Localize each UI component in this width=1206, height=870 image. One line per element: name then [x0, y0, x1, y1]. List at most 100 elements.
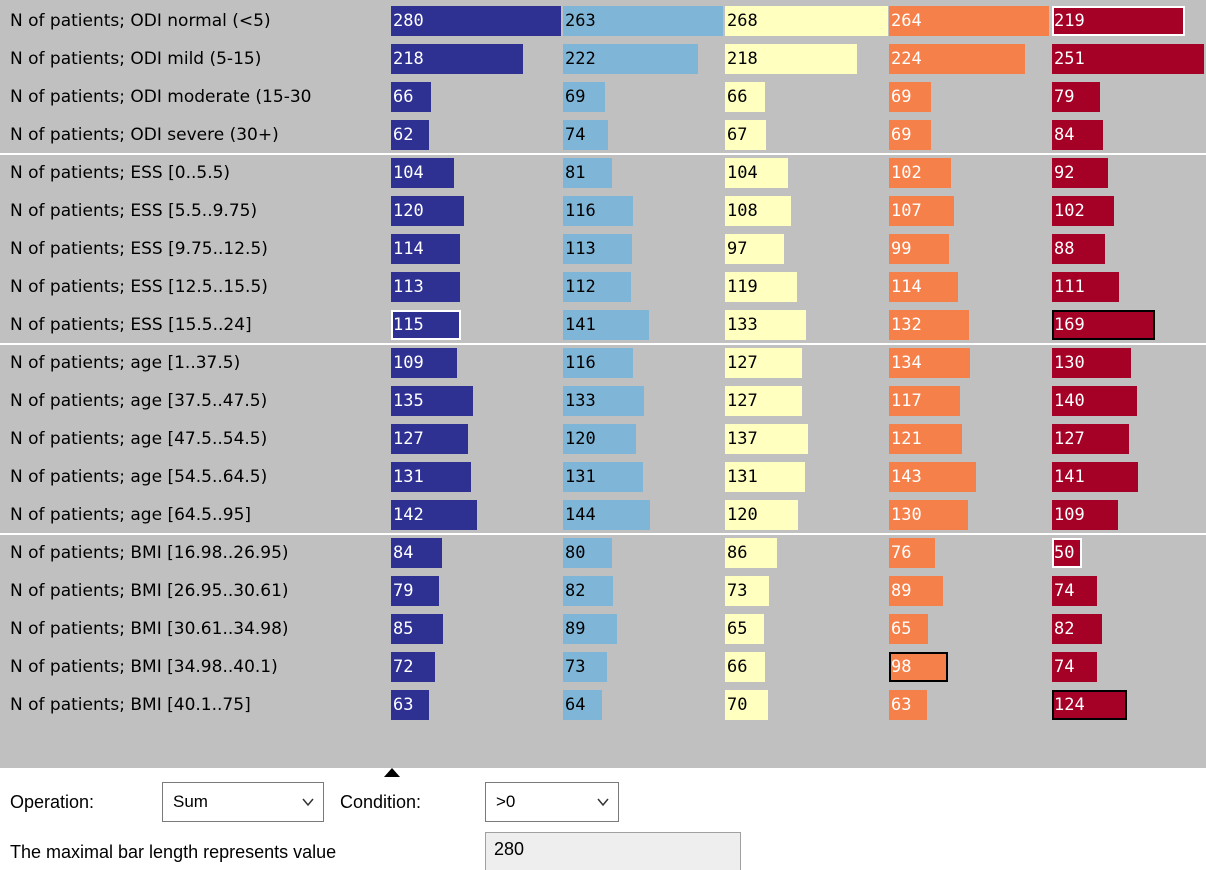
- value-bar[interactable]: [391, 424, 468, 454]
- value-bar[interactable]: [1052, 500, 1118, 530]
- value-bar[interactable]: [391, 386, 473, 416]
- value-bar[interactable]: [889, 158, 951, 188]
- value-bar[interactable]: [725, 158, 788, 188]
- value-bar[interactable]: [1052, 538, 1082, 568]
- value-bar[interactable]: [391, 614, 443, 644]
- value-bar[interactable]: [563, 348, 633, 378]
- value-bar[interactable]: [1052, 310, 1155, 340]
- value-bar[interactable]: [563, 158, 612, 188]
- value-bar[interactable]: [391, 82, 431, 112]
- value-bar[interactable]: [391, 6, 561, 36]
- value-bar[interactable]: [563, 386, 644, 416]
- value-bar[interactable]: [563, 652, 607, 682]
- value-bar[interactable]: [889, 6, 1049, 36]
- value-bar[interactable]: [889, 424, 962, 454]
- value-bar[interactable]: [1052, 690, 1127, 720]
- value-bar[interactable]: [1052, 82, 1100, 112]
- value-bar[interactable]: [725, 576, 769, 606]
- value-bar[interactable]: [725, 462, 805, 492]
- value-bar[interactable]: [391, 652, 435, 682]
- value-bar[interactable]: [889, 196, 954, 226]
- value-bar[interactable]: [725, 120, 766, 150]
- value-bar[interactable]: [391, 348, 457, 378]
- value-bar[interactable]: [563, 538, 612, 568]
- value-bar[interactable]: [725, 614, 764, 644]
- value-bar[interactable]: [563, 690, 602, 720]
- value-bar[interactable]: [1052, 348, 1131, 378]
- value-bar[interactable]: [889, 386, 960, 416]
- value-bar[interactable]: [889, 82, 931, 112]
- value-bar[interactable]: [725, 690, 768, 720]
- value-bar[interactable]: [725, 6, 888, 36]
- value-bar[interactable]: [725, 272, 797, 302]
- value-bar[interactable]: [725, 196, 791, 226]
- value-bar[interactable]: [391, 196, 464, 226]
- value-bar[interactable]: [563, 44, 698, 74]
- value-bar[interactable]: [889, 272, 958, 302]
- value-bar[interactable]: [889, 538, 935, 568]
- value-bar[interactable]: [1052, 386, 1137, 416]
- value-bar[interactable]: [889, 690, 927, 720]
- bar-value: 115: [393, 315, 424, 335]
- value-bar[interactable]: [725, 386, 802, 416]
- value-bar[interactable]: [1052, 196, 1114, 226]
- value-bar[interactable]: [725, 82, 765, 112]
- value-bar[interactable]: [563, 310, 649, 340]
- value-bar[interactable]: [725, 234, 784, 264]
- value-bar[interactable]: [1052, 120, 1103, 150]
- value-bar[interactable]: [889, 500, 968, 530]
- value-bar[interactable]: [889, 462, 976, 492]
- value-bar[interactable]: [889, 234, 949, 264]
- value-bar[interactable]: [725, 500, 798, 530]
- value-bar[interactable]: [563, 6, 723, 36]
- value-bar[interactable]: [391, 310, 461, 340]
- operation-select[interactable]: Sum: [162, 782, 324, 822]
- value-bar[interactable]: [725, 348, 802, 378]
- value-bar[interactable]: [1052, 652, 1097, 682]
- value-bar[interactable]: [391, 272, 460, 302]
- value-bar[interactable]: [1052, 576, 1097, 606]
- value-bar[interactable]: [1052, 462, 1138, 492]
- value-bar[interactable]: [563, 576, 613, 606]
- condition-select[interactable]: >0: [485, 782, 619, 822]
- value-bar[interactable]: [563, 500, 650, 530]
- value-bar[interactable]: [1052, 6, 1185, 36]
- value-bar[interactable]: [563, 272, 631, 302]
- value-bar[interactable]: [391, 120, 429, 150]
- value-bar[interactable]: [391, 158, 454, 188]
- value-bar[interactable]: [563, 462, 643, 492]
- value-bar[interactable]: [889, 652, 948, 682]
- value-bar[interactable]: [725, 652, 765, 682]
- value-bar[interactable]: [1052, 44, 1204, 74]
- value-bar[interactable]: [563, 234, 632, 264]
- value-bar[interactable]: [889, 576, 943, 606]
- value-bar[interactable]: [1052, 234, 1105, 264]
- value-bar[interactable]: [563, 82, 605, 112]
- value-bar[interactable]: [391, 576, 439, 606]
- value-bar[interactable]: [563, 196, 633, 226]
- value-bar[interactable]: [391, 538, 442, 568]
- value-bar[interactable]: [725, 538, 777, 568]
- value-bar[interactable]: [563, 614, 617, 644]
- value-bar[interactable]: [889, 348, 970, 378]
- value-bar[interactable]: [1052, 424, 1129, 454]
- value-bar[interactable]: [889, 120, 931, 150]
- value-bar[interactable]: [725, 424, 808, 454]
- value-bar[interactable]: [563, 120, 608, 150]
- value-bar[interactable]: [889, 310, 969, 340]
- value-bar[interactable]: [1052, 158, 1108, 188]
- value-bar[interactable]: [725, 310, 806, 340]
- value-bar[interactable]: [1052, 272, 1119, 302]
- value-bar[interactable]: [391, 462, 471, 492]
- triangle-up-icon[interactable]: [384, 768, 400, 777]
- value-bar[interactable]: [563, 424, 636, 454]
- value-bar[interactable]: [391, 690, 429, 720]
- value-bar[interactable]: [391, 234, 460, 264]
- value-bar[interactable]: [391, 500, 477, 530]
- max-value-field[interactable]: 280: [485, 832, 741, 870]
- value-bar[interactable]: [1052, 614, 1102, 644]
- value-bar[interactable]: [889, 614, 928, 644]
- value-bar[interactable]: [889, 44, 1025, 74]
- value-bar[interactable]: [725, 44, 857, 74]
- value-bar[interactable]: [391, 44, 523, 74]
